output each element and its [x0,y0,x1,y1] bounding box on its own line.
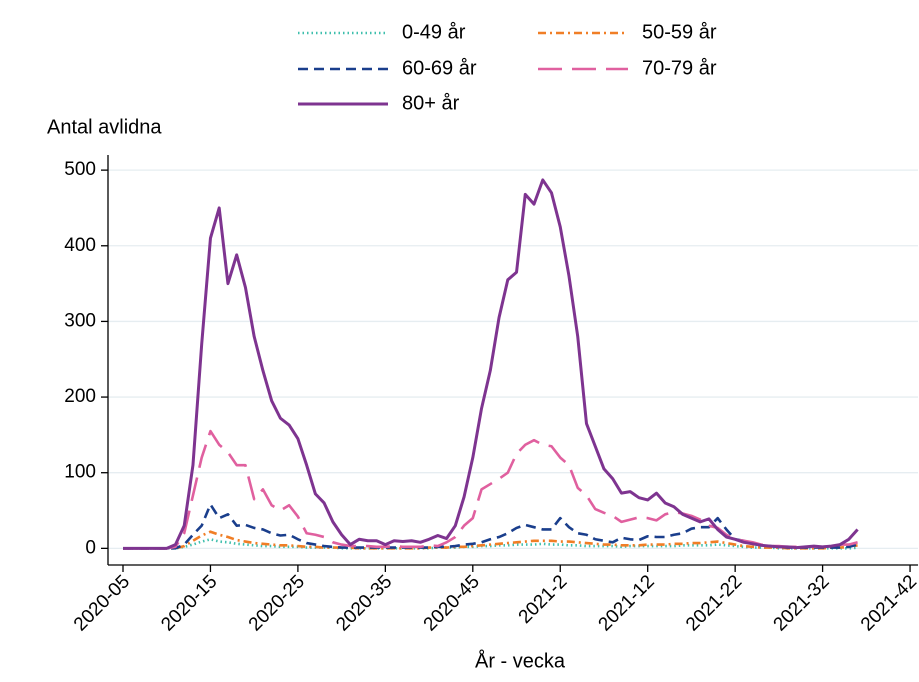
y-axis-title: Antal avlidna [47,116,162,138]
x-tick-label: 2021-42 [857,571,919,635]
legend-label: 70-79 år [642,57,717,79]
legend-label: 0-49 år [402,21,466,43]
x-tick-label: 2020-15 [157,571,221,635]
x-tick-label: 2020-05 [70,571,134,635]
series-line [123,178,859,550]
x-tick-label: 2021-2 [515,571,572,628]
y-tick-label: 400 [64,235,96,256]
x-tick-label: 2021-32 [770,571,834,635]
y-tick-label: 300 [64,310,96,331]
x-tick-label: 2020-45 [420,571,484,635]
x-axis-title: År - vecka [475,649,566,672]
y-tick-label: 500 [64,159,96,180]
x-tick-label: 2020-35 [332,571,396,635]
legend-label: 60-69 år [402,57,477,79]
series-line [123,537,858,550]
x-tick-label: 2021-12 [595,571,659,635]
legend-label: 80+ år [402,92,460,114]
y-tick-label: 0 [85,537,96,558]
series-line [123,530,858,550]
x-tick-label: 2021-22 [682,571,746,635]
y-tick-label: 200 [64,386,96,407]
y-tick-label: 100 [64,462,96,483]
legend-label: 50-59 år [642,21,717,43]
x-tick-label: 2020-25 [245,571,309,635]
series-line [123,429,858,550]
